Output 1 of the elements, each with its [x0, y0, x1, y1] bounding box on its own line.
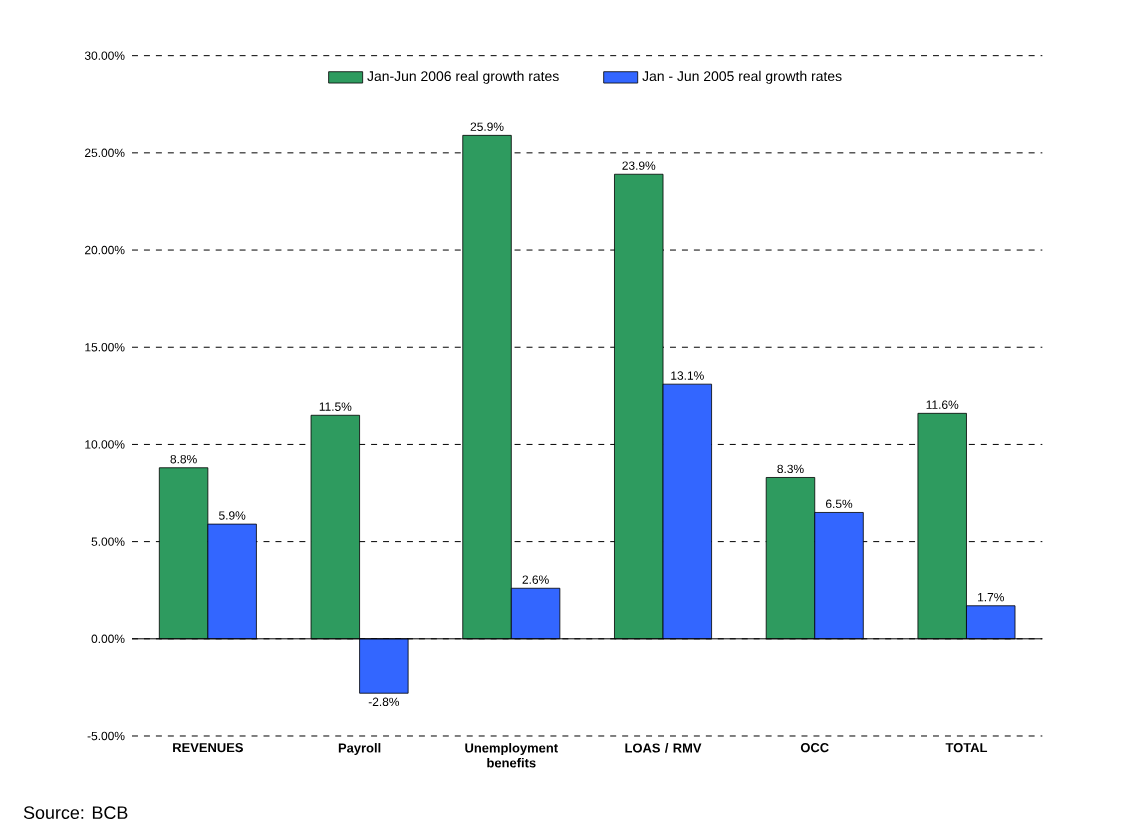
source-note: Source: BCB [23, 806, 128, 819]
